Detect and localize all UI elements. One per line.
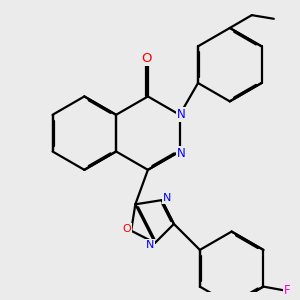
Text: N: N [177,108,186,121]
Text: O: O [122,224,131,234]
Text: N: N [162,193,171,203]
Text: F: F [284,284,291,297]
Text: N: N [146,240,154,250]
Text: N: N [177,147,186,160]
Text: O: O [142,52,152,65]
